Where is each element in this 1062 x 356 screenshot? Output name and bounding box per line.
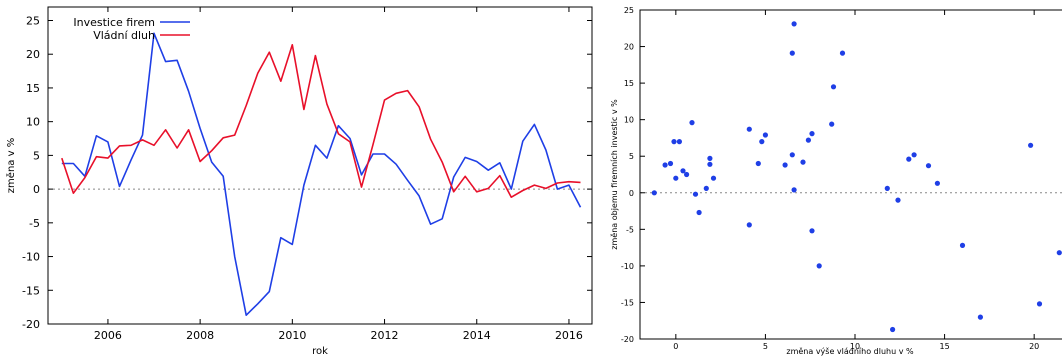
y-tick-label: 10 [624,116,634,125]
y-tick-label: 25 [26,14,40,27]
scatter-point [651,190,657,196]
y-tick-label: -5 [626,225,634,234]
scatter-point [789,50,795,56]
x-tick-label: 10 [850,342,860,351]
y-tick-label: -10 [621,262,634,271]
scatter-point [977,314,983,320]
series-line-vladni-dluh [61,43,581,198]
scatter-point [707,161,713,167]
scatter-point [667,160,674,167]
x-tick-label: 2014 [463,329,491,342]
scatter-point [762,132,768,138]
x-tick-label: 0 [673,342,678,351]
scatter-point [759,139,765,145]
y-tick-label: 5 [629,152,634,161]
y-tick-label: -10 [22,251,40,264]
y-tick-label: 0 [33,183,40,196]
y-tick-label: -20 [621,335,634,344]
scatter-point [692,191,699,197]
y-axis-title: změna v % [5,138,17,193]
plot-frame [639,9,1062,340]
scatter-point [703,185,709,191]
x-tick-label: 20 [1029,342,1039,351]
scatter-point [746,126,752,132]
x-axis-title: rok [312,346,328,356]
scatter-point [696,209,702,216]
scatter-point [676,139,682,145]
scatter-point [805,137,811,143]
x-tick-label: 15 [939,342,949,351]
y-tick-label: -15 [22,284,40,297]
y-tick-label: 25 [624,6,634,15]
scatter-point [959,242,966,248]
scatter-point [789,152,795,158]
scatter-chart: -20 -15 -10 -5 0 5 10 15 20 25 0 5 10 15 20 změna výše … [610,6,1062,356]
scatter-point [925,163,932,169]
scatter-point [934,180,940,186]
y-tick-label: -20 [22,318,40,331]
scatter-point [662,162,668,168]
scatter-point [809,228,815,234]
x-tick-label: 5 [763,342,768,351]
scatter-point [884,185,890,191]
x-tick-label: 2006 [94,329,122,342]
scatter-point [809,131,815,137]
scatter-point [673,175,679,181]
line-chart: -20 -15 -10 -5 0 5 10 15 20 25 2006 2008 2010 2012 201… [5,6,593,356]
scatter-point [680,168,686,174]
y-tick-label: -15 [621,298,634,307]
legend-label: Vládní dluh [93,29,155,42]
y-tick-label: 20 [26,48,40,61]
scatter-point [671,139,677,145]
scatter-point [791,187,797,193]
series-line-investice-firem [61,32,582,317]
scatter-point [684,171,690,178]
scatter-point [689,120,695,126]
scatter-point [707,155,713,161]
scatter-point [791,21,797,27]
scatter-point [782,162,788,168]
x-axis-title: změna výše vládního dluhu v % [786,346,914,356]
y-tick-label: 5 [33,149,40,162]
x-tick-label: 2012 [371,329,399,342]
scatter-point [906,156,912,162]
y-tick-label: 0 [629,189,634,198]
x-tick-label: 2016 [555,329,583,342]
scatter-point [816,263,822,269]
scatter-point [890,326,896,333]
scatter-point [1036,301,1043,307]
scatter-point [911,152,917,158]
scatter-point [710,175,717,181]
plot-frame [47,6,593,325]
scatter-point [829,121,835,127]
y-tick-label: 15 [624,79,634,88]
scatter-point [746,222,752,228]
y-tick-label: -5 [29,217,40,230]
scatter-point [1056,250,1062,256]
x-tick-label: 2010 [278,329,306,342]
scatter-point [895,197,901,203]
y-tick-label: 20 [624,43,634,52]
y-axis-title: změna objemu firemních investic v % [610,99,619,250]
scatter-point [1028,142,1034,148]
x-tick-label: 2008 [186,329,214,342]
scatter-point [800,159,806,165]
scatter-point [839,50,846,56]
y-tick-label: 10 [26,116,40,129]
y-tick-label: 15 [26,82,40,95]
legend-label: Investice firem [73,16,155,29]
scatter-point [830,84,837,90]
scatter-point [755,160,761,167]
